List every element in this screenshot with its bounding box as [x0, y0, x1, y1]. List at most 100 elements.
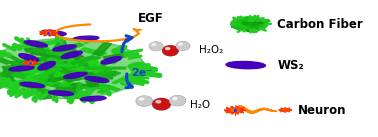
Polygon shape [0, 38, 145, 99]
Text: WS₂: WS₂ [277, 59, 304, 72]
Polygon shape [30, 52, 69, 59]
Polygon shape [6, 76, 17, 82]
Ellipse shape [85, 77, 109, 82]
Polygon shape [75, 57, 98, 65]
Polygon shape [243, 21, 256, 26]
Ellipse shape [170, 96, 186, 106]
Ellipse shape [19, 54, 39, 61]
Polygon shape [42, 51, 67, 65]
Polygon shape [71, 90, 76, 97]
Polygon shape [58, 91, 76, 95]
Polygon shape [80, 85, 99, 97]
Polygon shape [85, 67, 126, 69]
Polygon shape [20, 82, 54, 85]
Ellipse shape [177, 42, 189, 50]
Ellipse shape [150, 42, 162, 50]
Polygon shape [46, 49, 72, 55]
Polygon shape [20, 68, 48, 74]
Polygon shape [41, 82, 80, 92]
Polygon shape [2, 63, 43, 71]
Polygon shape [39, 43, 84, 57]
Polygon shape [26, 75, 61, 81]
Ellipse shape [173, 98, 177, 100]
Polygon shape [25, 81, 44, 84]
Polygon shape [34, 65, 46, 73]
Polygon shape [245, 26, 262, 29]
Polygon shape [97, 86, 114, 93]
Ellipse shape [81, 96, 106, 101]
Text: 2e⁻: 2e⁻ [131, 68, 152, 78]
Polygon shape [57, 64, 64, 72]
Polygon shape [39, 75, 59, 83]
Polygon shape [100, 84, 120, 91]
Polygon shape [53, 60, 61, 66]
Polygon shape [94, 78, 106, 88]
Polygon shape [46, 32, 51, 34]
Polygon shape [246, 20, 256, 26]
Ellipse shape [101, 57, 122, 64]
Polygon shape [53, 55, 84, 68]
Polygon shape [18, 83, 58, 95]
Polygon shape [39, 47, 56, 61]
Polygon shape [70, 59, 91, 63]
Ellipse shape [139, 98, 144, 100]
Polygon shape [250, 22, 263, 24]
Ellipse shape [152, 98, 170, 110]
Polygon shape [96, 71, 121, 81]
Polygon shape [12, 75, 55, 85]
Polygon shape [48, 67, 67, 75]
Polygon shape [60, 75, 79, 87]
Polygon shape [53, 57, 64, 66]
Ellipse shape [137, 96, 152, 106]
Ellipse shape [163, 46, 178, 55]
Ellipse shape [166, 48, 170, 50]
Polygon shape [236, 21, 256, 26]
Polygon shape [45, 66, 72, 73]
Polygon shape [250, 16, 257, 21]
Polygon shape [231, 17, 268, 31]
Polygon shape [237, 24, 246, 29]
Polygon shape [24, 62, 42, 69]
Polygon shape [93, 59, 110, 74]
Polygon shape [73, 57, 89, 68]
Polygon shape [66, 73, 73, 83]
Polygon shape [56, 66, 79, 74]
Polygon shape [245, 17, 257, 23]
Polygon shape [60, 61, 72, 75]
Polygon shape [49, 76, 87, 79]
Polygon shape [18, 40, 59, 49]
Ellipse shape [156, 101, 161, 103]
Polygon shape [279, 108, 292, 112]
Ellipse shape [152, 44, 156, 45]
Polygon shape [56, 88, 82, 92]
Polygon shape [240, 17, 249, 22]
Polygon shape [11, 67, 23, 75]
Polygon shape [87, 60, 103, 73]
Polygon shape [46, 64, 91, 72]
Polygon shape [45, 76, 77, 82]
Polygon shape [84, 70, 112, 81]
Polygon shape [252, 27, 261, 30]
Polygon shape [232, 26, 244, 28]
Polygon shape [103, 72, 113, 79]
Polygon shape [242, 20, 255, 26]
Polygon shape [65, 56, 96, 66]
Polygon shape [54, 89, 70, 99]
Polygon shape [51, 64, 71, 66]
Polygon shape [108, 45, 127, 64]
Polygon shape [74, 71, 110, 77]
Ellipse shape [136, 96, 152, 106]
Polygon shape [80, 48, 107, 56]
Polygon shape [65, 70, 105, 82]
Polygon shape [5, 71, 33, 79]
Polygon shape [243, 20, 260, 26]
Ellipse shape [163, 46, 178, 56]
Polygon shape [50, 64, 72, 74]
Polygon shape [55, 63, 71, 72]
Polygon shape [37, 75, 48, 87]
Polygon shape [243, 26, 250, 32]
Polygon shape [40, 29, 58, 36]
Polygon shape [49, 80, 74, 89]
Text: H₂O: H₂O [190, 100, 210, 110]
Text: Carbon Fiber: Carbon Fiber [277, 18, 363, 31]
